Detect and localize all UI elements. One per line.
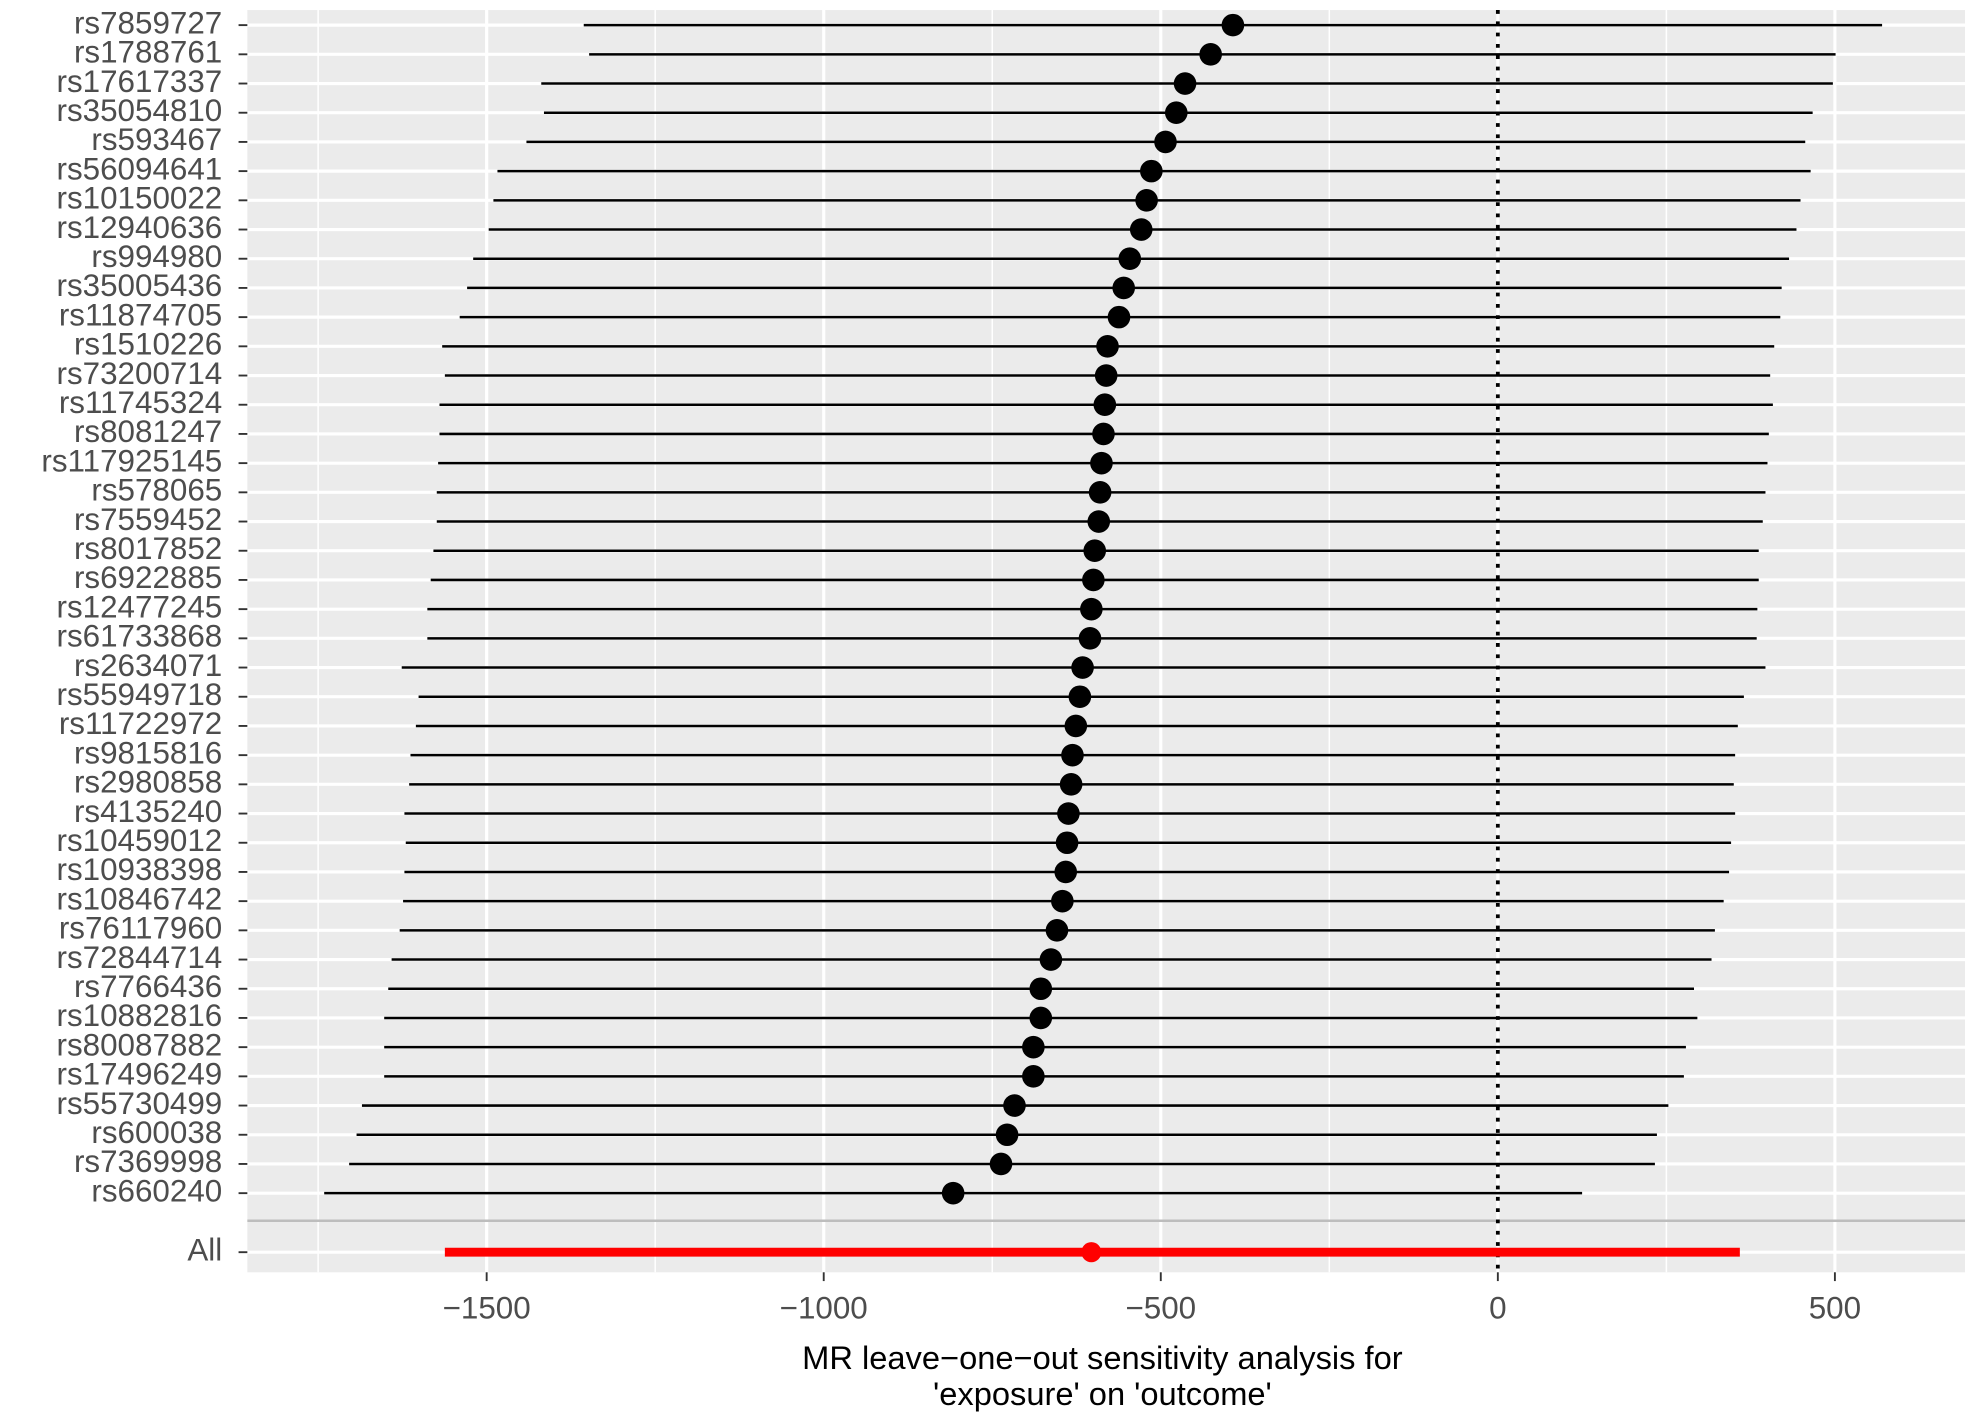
point xyxy=(1164,101,1188,125)
point xyxy=(1057,802,1080,825)
summary-point xyxy=(1081,1242,1102,1263)
point xyxy=(1082,568,1105,592)
x-tick-label: 500 xyxy=(1809,1290,1861,1325)
point xyxy=(1135,189,1158,212)
point xyxy=(1061,743,1084,767)
y-tick-label: rs7766436 xyxy=(74,969,222,1004)
point xyxy=(1078,627,1102,650)
y-tick-label: rs72844714 xyxy=(57,940,223,975)
y-tick-label: rs61733868 xyxy=(57,619,223,654)
point xyxy=(1087,510,1111,533)
y-tick-label: rs10938398 xyxy=(57,852,223,887)
y-tick-label: rs12477245 xyxy=(57,589,223,624)
y-tick-label: rs17617337 xyxy=(57,64,223,99)
y-tick-label: All xyxy=(187,1232,222,1267)
point xyxy=(1068,685,1092,709)
y-tick-label: rs4135240 xyxy=(74,794,222,829)
point xyxy=(1022,1065,1045,1088)
point xyxy=(1199,43,1222,66)
point xyxy=(1071,656,1094,679)
point xyxy=(1140,159,1163,183)
y-tick-label: rs1788761 xyxy=(74,35,222,70)
y-tick-label: rs1510226 xyxy=(74,327,222,362)
point xyxy=(1083,539,1107,563)
y-tick-label: rs117925145 xyxy=(41,443,222,478)
point xyxy=(1090,451,1113,475)
point xyxy=(1118,247,1142,271)
y-tick-label: rs2980858 xyxy=(74,765,222,800)
point xyxy=(1107,305,1131,329)
y-tick-label: rs55949718 xyxy=(57,677,223,712)
y-tick-label: rs10150022 xyxy=(57,181,223,216)
y-tick-label: rs6922885 xyxy=(74,560,222,595)
point xyxy=(1080,597,1103,621)
y-tick-label: rs578065 xyxy=(91,473,222,508)
point xyxy=(1096,335,1119,358)
y-tick-label: rs994980 xyxy=(91,239,222,274)
y-tick-label: rs12940636 xyxy=(57,210,223,245)
y-tick-label: rs80087882 xyxy=(57,1027,223,1062)
y-tick-label: rs593467 xyxy=(91,122,222,157)
y-tick-label: rs35054810 xyxy=(57,93,223,128)
point xyxy=(1088,481,1112,504)
x-tick-label: −1000 xyxy=(780,1290,868,1325)
point xyxy=(1064,714,1088,738)
y-tick-label: rs2634071 xyxy=(74,648,222,683)
y-tick-label: rs35005436 xyxy=(57,268,223,303)
point xyxy=(1003,1094,1026,1117)
y-tick-label: rs600038 xyxy=(91,1115,222,1150)
y-tick-label: rs10882816 xyxy=(57,998,223,1033)
point xyxy=(1154,130,1177,154)
y-tick-label: rs73200714 xyxy=(57,356,223,391)
point xyxy=(995,1123,1019,1147)
y-tick-label: rs17496249 xyxy=(57,1057,223,1092)
point xyxy=(941,1181,965,1205)
x-tick-label: −500 xyxy=(1125,1290,1196,1325)
y-tick-label: rs11745324 xyxy=(59,385,222,420)
point xyxy=(1173,72,1197,95)
y-tick-label: rs55730499 xyxy=(57,1086,223,1121)
y-tick-label: rs7559452 xyxy=(74,502,222,537)
point xyxy=(1029,1006,1053,1030)
x-axis-title: 'exposure' on 'outcome' xyxy=(933,1375,1272,1412)
y-tick-label: rs11722972 xyxy=(59,706,222,741)
y-tick-label: rs76117960 xyxy=(59,911,222,946)
point xyxy=(1221,13,1245,37)
point xyxy=(1092,422,1115,446)
point xyxy=(1039,948,1063,971)
y-tick-label: rs7859727 xyxy=(74,5,222,40)
x-tick-label: −1500 xyxy=(443,1290,531,1325)
x-axis-title: MR leave−one−out sensitivity analysis fo… xyxy=(802,1339,1403,1376)
point xyxy=(1022,1035,1045,1059)
point xyxy=(1094,364,1118,387)
y-tick-label: rs8081247 xyxy=(74,414,222,449)
panel xyxy=(247,10,1965,1273)
y-tick-label: rs8017852 xyxy=(74,531,222,566)
y-tick-label: rs10459012 xyxy=(57,823,223,858)
point xyxy=(989,1152,1013,1176)
y-tick-label: rs660240 xyxy=(91,1173,222,1208)
y-tick-label: rs9815816 xyxy=(74,735,222,770)
point xyxy=(1055,831,1079,855)
y-tick-label: rs11874705 xyxy=(59,297,222,332)
y-tick-label: rs56094641 xyxy=(57,151,223,186)
x-tick-label: 0 xyxy=(1489,1290,1506,1325)
y-tick-label: rs10846742 xyxy=(57,881,223,916)
y-tick-label: rs7369998 xyxy=(74,1144,222,1179)
point xyxy=(1054,860,1078,884)
point xyxy=(1112,276,1136,300)
point xyxy=(1045,919,1069,942)
point xyxy=(1129,218,1153,241)
point xyxy=(1059,773,1083,796)
point xyxy=(1051,889,1074,913)
marks xyxy=(324,13,1883,1263)
point xyxy=(1029,977,1053,1001)
point xyxy=(1093,393,1117,417)
